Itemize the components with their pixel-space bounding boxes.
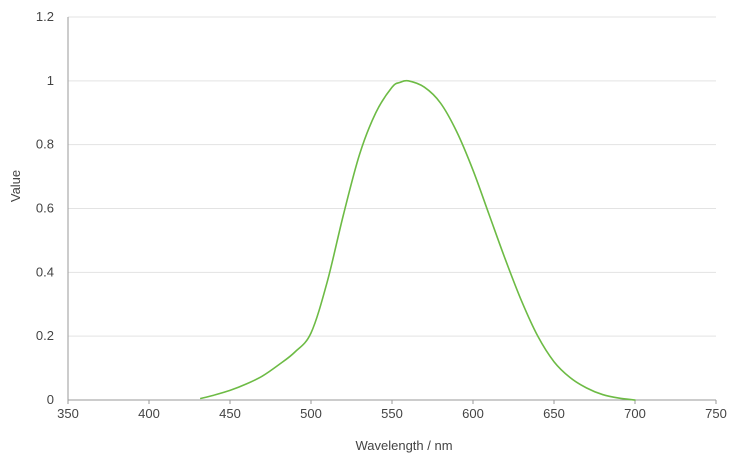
x-tick-label: 400 (138, 406, 160, 421)
x-tick-labels: 350 400 450 500 550 600 650 700 750 (57, 406, 727, 421)
x-tick-label: 500 (300, 406, 322, 421)
x-tick-label: 450 (219, 406, 241, 421)
y-axis-label: Value (8, 170, 23, 202)
axes (67, 17, 717, 404)
series-group (200, 79, 636, 401)
grid-lines (68, 16, 716, 337)
y-tick-label: 0.4 (36, 264, 54, 279)
x-tick-label: 750 (705, 406, 727, 421)
y-tick-label: 0.6 (36, 201, 54, 216)
x-tick-label: 650 (543, 406, 565, 421)
y-tick-labels: 0 0.2 0.4 0.6 0.8 1 1.2 (36, 9, 54, 407)
y-tick-label: 0.8 (36, 137, 54, 152)
y-tick-label: 0.2 (36, 328, 54, 343)
series-line (200, 79, 636, 401)
x-axis-label: Wavelength / nm (355, 438, 452, 453)
y-tick-label: 1.2 (36, 9, 54, 24)
x-tick-label: 550 (381, 406, 403, 421)
y-tick-label: 0 (47, 392, 54, 407)
x-tick-label: 700 (624, 406, 646, 421)
x-tick-label: 350 (57, 406, 79, 421)
y-tick-label: 1 (47, 73, 54, 88)
x-tick-label: 600 (462, 406, 484, 421)
